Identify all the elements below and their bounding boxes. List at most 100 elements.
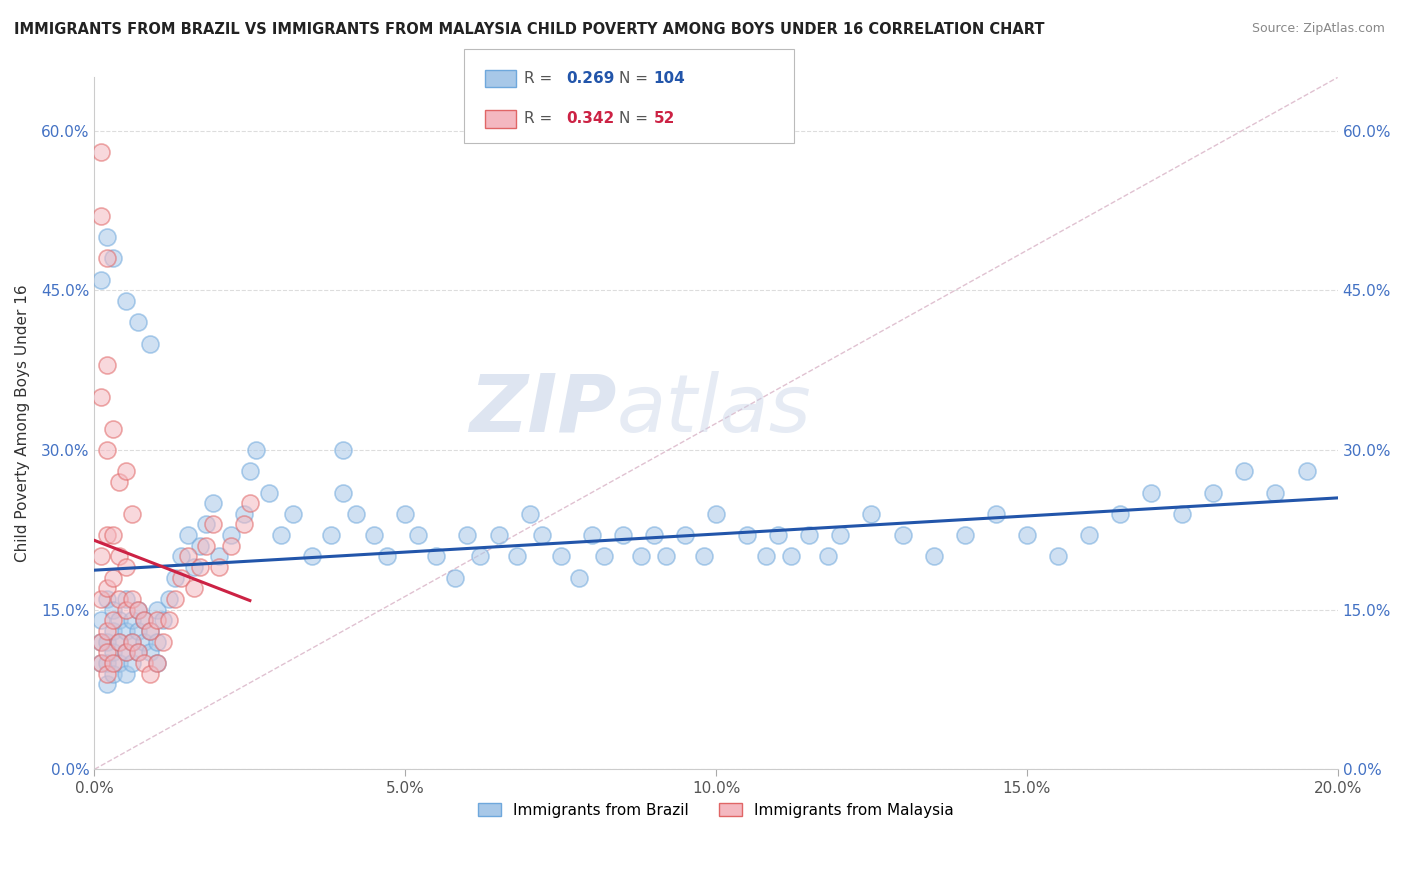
Point	[90, 390, 112, 404]
Point	[108, 592, 131, 607]
Point	[152, 613, 174, 627]
Point	[673, 528, 696, 542]
Point	[90, 209, 112, 223]
Point	[101, 422, 124, 436]
Point	[134, 613, 156, 627]
Text: Source: ZipAtlas.com: Source: ZipAtlas.com	[1251, 22, 1385, 36]
Point	[550, 549, 572, 564]
Point	[1109, 507, 1132, 521]
Text: IMMIGRANTS FROM BRAZIL VS IMMIGRANTS FROM MALAYSIA CHILD POVERTY AMONG BOYS UNDE: IMMIGRANTS FROM BRAZIL VS IMMIGRANTS FRO…	[14, 22, 1045, 37]
Point	[108, 475, 131, 489]
Text: N =: N =	[619, 71, 652, 86]
Point	[96, 677, 118, 691]
Point	[530, 528, 553, 542]
Point	[114, 464, 136, 478]
Point	[121, 634, 143, 648]
Point	[704, 507, 727, 521]
Point	[114, 624, 136, 638]
Point	[655, 549, 678, 564]
Point	[519, 507, 541, 521]
Point	[90, 592, 112, 607]
Point	[1171, 507, 1194, 521]
Point	[170, 571, 193, 585]
Point	[96, 624, 118, 638]
Point	[90, 656, 112, 670]
Point	[96, 252, 118, 266]
Point	[425, 549, 447, 564]
Point	[152, 634, 174, 648]
Point	[692, 549, 714, 564]
Point	[101, 528, 124, 542]
Point	[779, 549, 801, 564]
Point	[283, 507, 305, 521]
Point	[121, 592, 143, 607]
Point	[101, 666, 124, 681]
Point	[332, 485, 354, 500]
Point	[96, 592, 118, 607]
Point	[208, 560, 231, 574]
Point	[114, 293, 136, 308]
Point	[332, 442, 354, 457]
Point	[145, 613, 167, 627]
Point	[232, 517, 254, 532]
Point	[766, 528, 789, 542]
Point	[612, 528, 634, 542]
Text: 104: 104	[654, 71, 686, 86]
Point	[145, 634, 167, 648]
Point	[755, 549, 778, 564]
Point	[245, 442, 267, 457]
Point	[177, 528, 200, 542]
Point	[108, 613, 131, 627]
Point	[96, 645, 118, 659]
Point	[96, 634, 118, 648]
Point	[1233, 464, 1256, 478]
Point	[344, 507, 367, 521]
Point	[593, 549, 616, 564]
Point	[90, 549, 112, 564]
Point	[301, 549, 323, 564]
Text: 0.342: 0.342	[567, 112, 614, 126]
Point	[127, 624, 149, 638]
Point	[96, 582, 118, 596]
Point	[201, 496, 224, 510]
Y-axis label: Child Poverty Among Boys Under 16: Child Poverty Among Boys Under 16	[15, 285, 30, 562]
Point	[165, 571, 187, 585]
Point	[134, 613, 156, 627]
Point	[208, 549, 231, 564]
Point	[1015, 528, 1038, 542]
Point	[188, 539, 211, 553]
Point	[170, 549, 193, 564]
Text: R =: R =	[524, 112, 558, 126]
Point	[506, 549, 529, 564]
Point	[1264, 485, 1286, 500]
Point	[101, 571, 124, 585]
Point	[219, 528, 242, 542]
Point	[90, 613, 112, 627]
Point	[121, 507, 143, 521]
Point	[114, 560, 136, 574]
Text: 52: 52	[654, 112, 675, 126]
Point	[195, 517, 218, 532]
Point	[139, 645, 162, 659]
Point	[165, 592, 187, 607]
Point	[488, 528, 510, 542]
Point	[239, 464, 262, 478]
Point	[114, 592, 136, 607]
Point	[319, 528, 342, 542]
Point	[984, 507, 1007, 521]
Point	[101, 645, 124, 659]
Point	[643, 528, 665, 542]
Point	[219, 539, 242, 553]
Point	[1202, 485, 1225, 500]
Point	[581, 528, 603, 542]
Point	[134, 634, 156, 648]
Point	[96, 528, 118, 542]
Text: N =: N =	[619, 112, 652, 126]
Point	[157, 592, 180, 607]
Point	[444, 571, 467, 585]
Point	[96, 666, 118, 681]
Point	[157, 613, 180, 627]
Text: ZIP: ZIP	[470, 370, 617, 449]
Point	[817, 549, 839, 564]
Point	[101, 252, 124, 266]
